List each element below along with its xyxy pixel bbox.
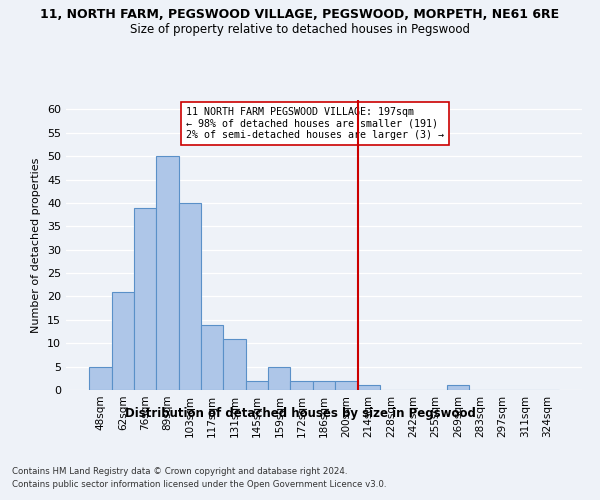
Bar (335, 380, 358, 390)
Text: Contains public sector information licensed under the Open Government Licence v3: Contains public sector information licen… (12, 480, 386, 489)
Bar (179, 203, 201, 390)
Bar (246, 380, 268, 390)
Bar (358, 386, 380, 390)
Text: 11 NORTH FARM PEGSWOOD VILLAGE: 197sqm
← 98% of detached houses are smaller (191: 11 NORTH FARM PEGSWOOD VILLAGE: 197sqm ←… (185, 107, 443, 140)
Text: Contains HM Land Registry data © Crown copyright and database right 2024.: Contains HM Land Registry data © Crown c… (12, 468, 347, 476)
Bar (112, 292, 134, 390)
Bar (290, 380, 313, 390)
Text: 11, NORTH FARM, PEGSWOOD VILLAGE, PEGSWOOD, MORPETH, NE61 6RE: 11, NORTH FARM, PEGSWOOD VILLAGE, PEGSWO… (40, 8, 560, 20)
Bar (134, 208, 157, 390)
Bar (89, 366, 112, 390)
Bar (268, 366, 290, 390)
Text: Distribution of detached houses by size in Pegswood: Distribution of detached houses by size … (125, 408, 475, 420)
Y-axis label: Number of detached properties: Number of detached properties (31, 158, 41, 332)
Bar (157, 156, 179, 390)
Bar (223, 338, 246, 390)
Bar (313, 380, 335, 390)
Bar (447, 386, 469, 390)
Bar (201, 324, 223, 390)
Text: Size of property relative to detached houses in Pegswood: Size of property relative to detached ho… (130, 22, 470, 36)
